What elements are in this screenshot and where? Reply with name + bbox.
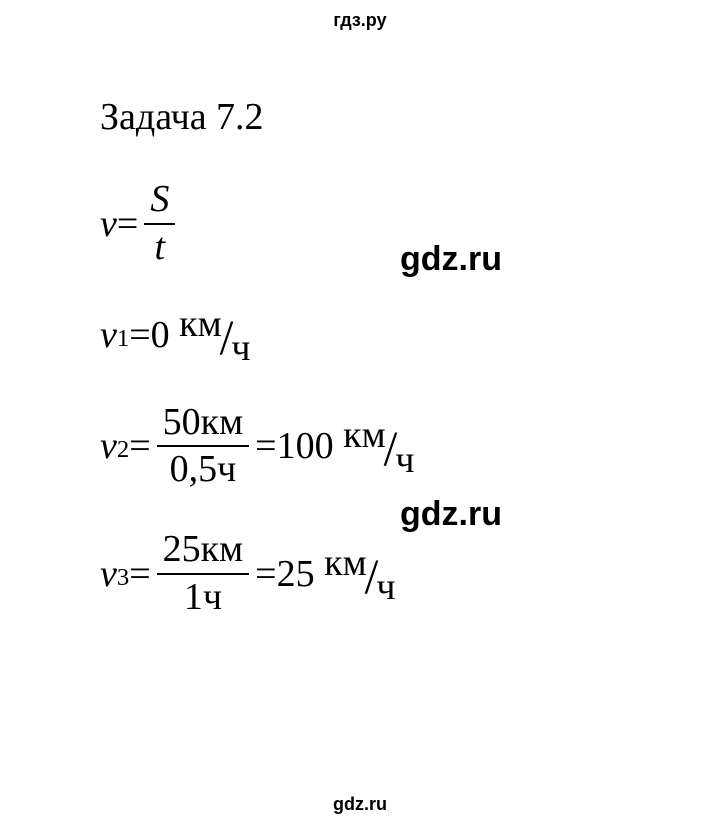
v1-unit-top: км xyxy=(179,302,222,346)
problem-title: Задача 7.2 xyxy=(100,95,414,139)
v3-numerator: 25км xyxy=(157,529,250,575)
v2-numerator: 50км xyxy=(157,402,250,448)
v1-var: v xyxy=(100,313,117,357)
formula-lhs: v xyxy=(100,202,117,246)
v2-unit: км / ч xyxy=(343,418,414,475)
equals: = xyxy=(129,552,150,596)
watermark-middle-2: gdz.ru xyxy=(400,495,502,534)
v3-fraction: 25км 1ч xyxy=(157,529,250,619)
v3-unit: км / ч xyxy=(324,545,395,602)
formula-denominator: t xyxy=(149,225,172,269)
equals: = xyxy=(129,424,150,468)
v3-var: v xyxy=(100,552,117,596)
watermark-middle-1: gdz.ru xyxy=(400,240,502,279)
equation-v3: v3 = 25км 1ч = 25 км / ч xyxy=(100,529,414,619)
equation-v1: v1 = 0 км / ч xyxy=(100,307,414,364)
watermark-top: гдз.ру xyxy=(333,10,386,31)
v1-unit-bot: ч xyxy=(231,326,250,370)
v2-unit-bot: ч xyxy=(395,438,414,482)
v2-unit-top: км xyxy=(343,413,386,457)
v2-sub: 2 xyxy=(117,436,129,464)
v2-var: v xyxy=(100,424,117,468)
formula-speed: v = S t xyxy=(100,179,414,269)
equals: = xyxy=(255,552,276,596)
watermark-bottom: gdz.ru xyxy=(333,794,387,815)
equals: = xyxy=(129,313,150,357)
equals: = xyxy=(255,424,276,468)
problem-content: Задача 7.2 v = S t v1 = 0 км / ч v2 = 50… xyxy=(100,95,414,657)
v3-denominator: 1ч xyxy=(178,575,228,619)
equals: = xyxy=(117,202,138,246)
equation-v2: v2 = 50км 0,5ч = 100 км / ч xyxy=(100,402,414,492)
v1-value: 0 xyxy=(151,313,170,357)
v3-unit-top: км xyxy=(324,541,367,585)
v3-sub: 3 xyxy=(117,564,129,592)
v2-value: 100 xyxy=(277,424,334,468)
v3-unit-bot: ч xyxy=(376,565,395,609)
formula-numerator: S xyxy=(144,179,175,225)
v2-fraction: 50км 0,5ч xyxy=(157,402,250,492)
v3-value: 25 xyxy=(277,552,315,596)
v1-sub: 1 xyxy=(117,325,129,353)
v1-unit: км / ч xyxy=(179,307,250,364)
formula-fraction: S t xyxy=(144,179,175,269)
v2-denominator: 0,5ч xyxy=(164,447,243,491)
